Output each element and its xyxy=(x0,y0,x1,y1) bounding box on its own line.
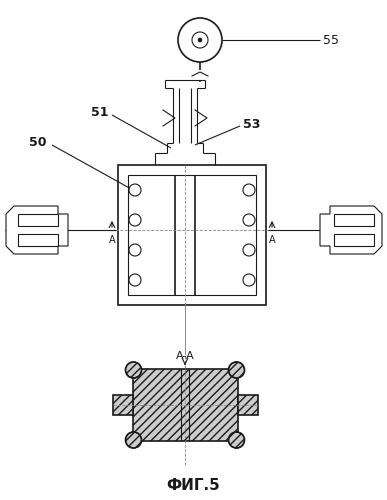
Circle shape xyxy=(129,274,141,286)
Text: A: A xyxy=(269,235,275,245)
Bar xyxy=(334,214,374,226)
Text: A-A: A-A xyxy=(176,351,194,361)
Bar xyxy=(238,395,257,415)
Circle shape xyxy=(192,32,208,48)
Circle shape xyxy=(129,214,141,226)
Text: A: A xyxy=(109,235,115,245)
Circle shape xyxy=(228,432,245,448)
Circle shape xyxy=(129,244,141,256)
Circle shape xyxy=(198,38,202,42)
Circle shape xyxy=(243,214,255,226)
Circle shape xyxy=(243,184,255,196)
Text: 55: 55 xyxy=(323,34,339,46)
Circle shape xyxy=(125,362,142,378)
Circle shape xyxy=(228,362,245,378)
Circle shape xyxy=(243,244,255,256)
Bar xyxy=(132,369,238,441)
Polygon shape xyxy=(320,206,382,254)
Circle shape xyxy=(243,274,255,286)
Bar xyxy=(113,395,132,415)
Text: 53: 53 xyxy=(243,118,261,130)
Text: 50: 50 xyxy=(29,136,47,148)
Circle shape xyxy=(178,18,222,62)
Bar xyxy=(18,214,58,226)
Bar xyxy=(18,234,58,246)
Bar xyxy=(118,165,266,305)
Text: ФИГ.5: ФИГ.5 xyxy=(166,478,220,494)
Bar xyxy=(128,175,256,295)
Polygon shape xyxy=(6,206,68,254)
Bar xyxy=(334,234,374,246)
Circle shape xyxy=(129,184,141,196)
Text: 51: 51 xyxy=(91,106,109,118)
Circle shape xyxy=(125,432,142,448)
